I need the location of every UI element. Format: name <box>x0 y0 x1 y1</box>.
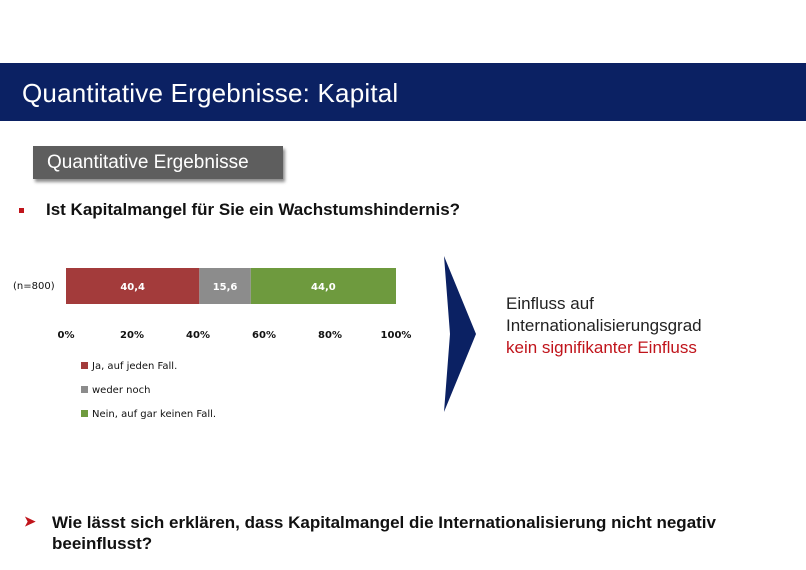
influence-label: Einfluss auf <box>506 294 594 313</box>
arrowhead-bullet-icon: ➤ <box>24 513 36 529</box>
bar-data-label: 44,0 <box>311 282 336 293</box>
bar-segment-3 <box>250 268 396 304</box>
title-bar: Quantitative Ergebnisse: Kapital <box>0 63 806 121</box>
x-tick-label: 80% <box>318 330 342 341</box>
section-tag: Quantitative Ergebnisse <box>33 146 283 179</box>
x-tick-label: 0% <box>58 330 75 341</box>
legend-label: weder noch <box>92 385 150 396</box>
legend-label: Ja, auf jeden Fall. <box>91 361 177 372</box>
stacked-bar-chart: 40,4 15,6 44,0 0% 20% 40% 60% 80% 100% (n=800) … <box>13 268 412 420</box>
bar-segment-1 <box>66 268 200 304</box>
chevron-arrow-icon <box>444 256 476 412</box>
page-title: Quantitative Ergebnisse: Kapital <box>22 78 399 108</box>
influence-result: kein signifikanter Einfluss <box>506 338 697 357</box>
section-tag-label: Quantitative Ergebnisse <box>47 152 249 173</box>
discussion-question: Wie lässt sich erklären, dass Kapitalman… <box>52 513 716 553</box>
x-tick-label: 60% <box>252 330 276 341</box>
bar-data-label: 40,4 <box>120 282 145 293</box>
question-heading: Ist Kapitalmangel für Sie ein Wachstumsh… <box>46 200 461 219</box>
x-tick-label: 100% <box>381 330 412 341</box>
square-bullet-icon <box>19 208 24 213</box>
legend-swatch <box>81 410 88 417</box>
bar-data-label: 15,6 <box>213 282 238 293</box>
influence-info: Einfluss auf Internationalisierungsgrad … <box>506 293 702 359</box>
legend-swatch <box>81 386 88 393</box>
influence-target: Internationalisierungsgrad <box>506 316 702 335</box>
legend-swatch <box>81 362 88 369</box>
x-tick-label: 20% <box>120 330 144 341</box>
legend-label: Nein, auf gar keinen Fall. <box>92 409 216 420</box>
bar-segment-2 <box>199 268 251 304</box>
x-tick-label: 40% <box>186 330 210 341</box>
category-label: (n=800) <box>13 281 55 292</box>
